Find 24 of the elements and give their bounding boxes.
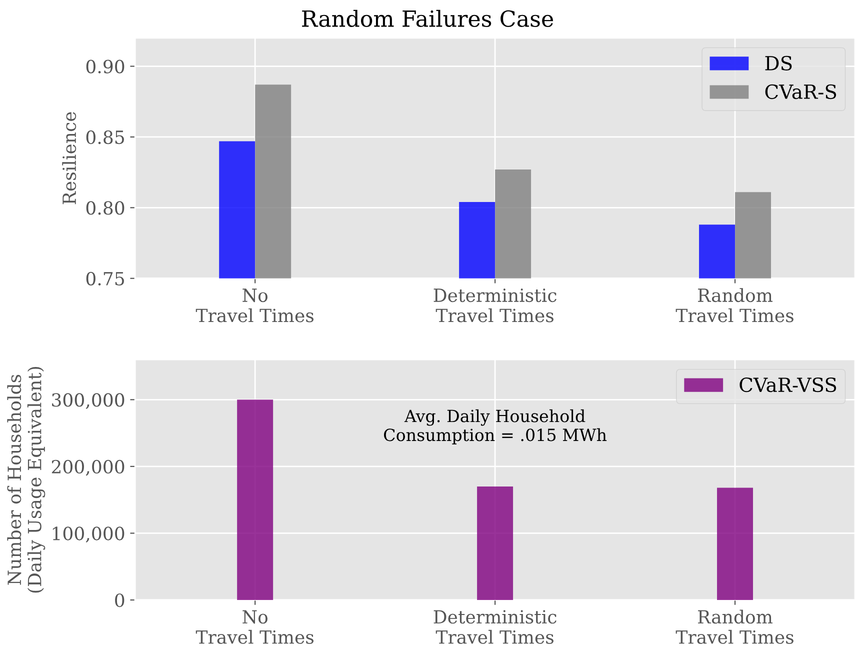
y-tick-label: 300,000 xyxy=(52,393,124,409)
y-axis-title: Number of Households (Daily Usage Equivalent) xyxy=(7,366,46,593)
y-tick-label: 200,000 xyxy=(52,460,124,476)
y-tick-label: 0.85 xyxy=(86,130,124,144)
y-tick-label: 0.75 xyxy=(86,272,124,286)
legend-label: DS xyxy=(765,56,792,71)
y-axis-title: Resilience xyxy=(62,112,76,204)
y-tick-label: 0 xyxy=(115,593,124,608)
x-tick-label: Deterministic Travel Times xyxy=(434,610,556,644)
legend-label: CVaR-VSS xyxy=(740,377,836,392)
legend-label: CVaR-S xyxy=(765,84,836,100)
bar xyxy=(237,400,274,600)
bar xyxy=(477,486,514,600)
x-tick-label: Deterministic Travel Times xyxy=(434,288,556,322)
y-tick-label: 0.80 xyxy=(86,201,124,215)
bar xyxy=(717,488,754,600)
x-tick-label: No Travel Times xyxy=(196,288,314,322)
y-tick-label: 0.90 xyxy=(86,60,124,74)
x-tick-label: No Travel Times xyxy=(196,610,314,644)
annotation: Avg. Daily Household Consumption = .015 MWh xyxy=(384,409,607,444)
y-tick-label: 100,000 xyxy=(52,526,124,543)
chart-title: Random Failures Case xyxy=(302,10,554,28)
x-tick-label: Random Travel Times xyxy=(676,610,794,644)
x-tick-label: Random Travel Times xyxy=(676,288,794,322)
